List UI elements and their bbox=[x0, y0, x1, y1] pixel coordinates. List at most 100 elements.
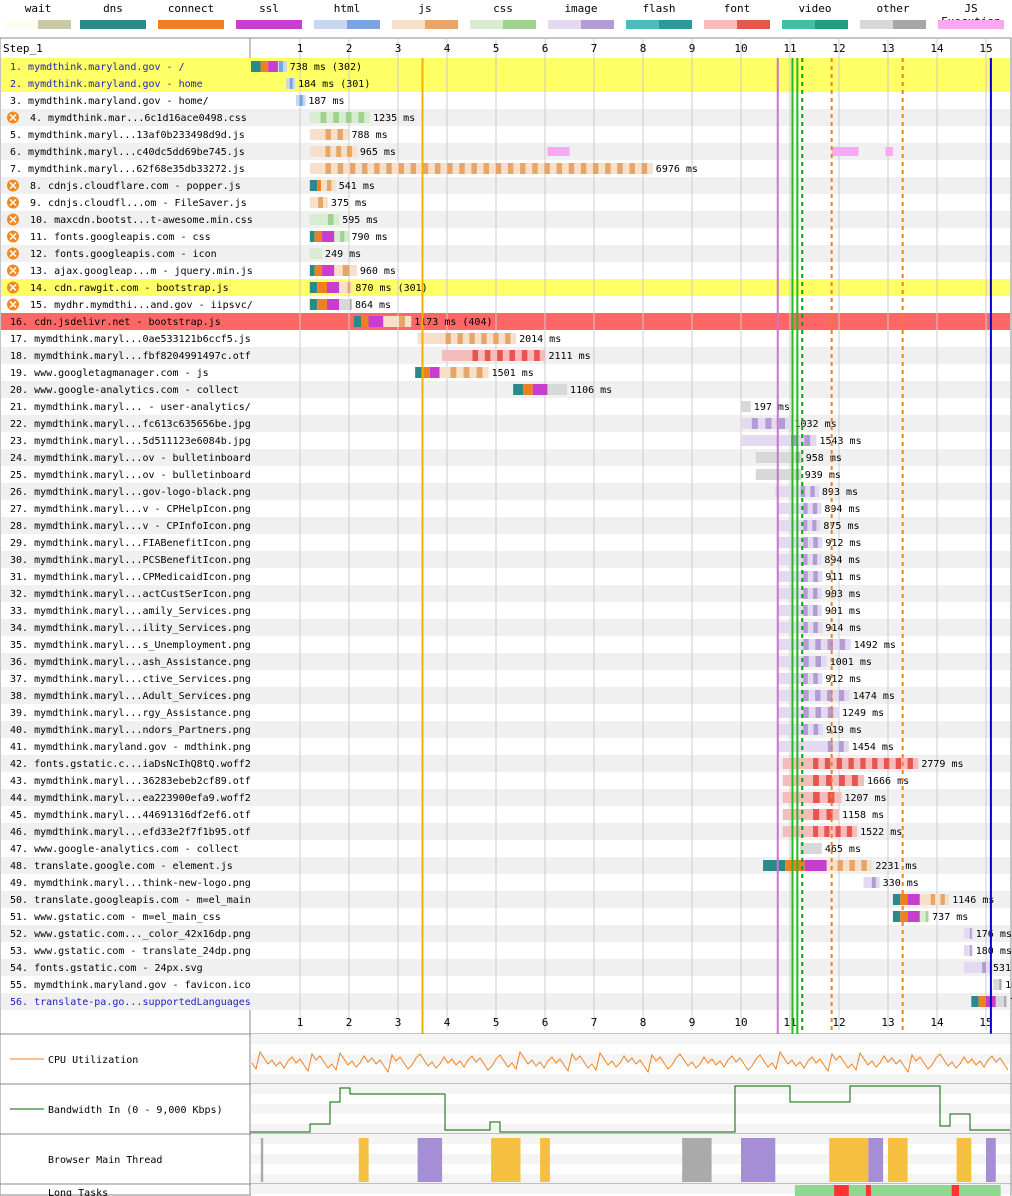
bar-dns bbox=[309, 231, 315, 242]
legend-item-wait: wait bbox=[3, 0, 73, 34]
bar-wait bbox=[442, 350, 472, 361]
bar-download-chunk bbox=[836, 758, 842, 769]
row-background bbox=[1, 942, 1010, 959]
row-background bbox=[1, 483, 1010, 500]
bar-wait bbox=[309, 248, 323, 259]
bar-download-chunk bbox=[751, 418, 758, 429]
bar-download-chunk bbox=[813, 537, 818, 548]
bar-download-chunk bbox=[838, 690, 845, 701]
bar-download-chunk bbox=[999, 979, 1002, 990]
row-background bbox=[1, 959, 1010, 976]
row-label: 21. mymdthink.maryl... - user-analytics/ bbox=[10, 402, 251, 413]
bar-download-chunk bbox=[826, 809, 833, 820]
legend-item-other: other bbox=[858, 0, 928, 34]
long-tasks-panel-label: Long Tasks bbox=[48, 1188, 108, 1196]
bar-download-chunk bbox=[813, 792, 820, 803]
bar-download-chunk bbox=[521, 350, 528, 361]
row-label: 56. translate-pa.go...supportedLanguages bbox=[10, 997, 251, 1008]
row-label: 39. mymdthink.maryl...rgy_Assistance.png bbox=[10, 708, 251, 719]
alert-icon-cross bbox=[9, 300, 17, 309]
tick-label-bottom: 12 bbox=[832, 1016, 845, 1029]
row-label: 29. mymdthink.maryl...FIABenefitIcon.png bbox=[10, 538, 251, 549]
bar-download-chunk bbox=[838, 741, 844, 752]
row-label: 54. fonts.gstatic.com - 24px.svg bbox=[10, 963, 203, 974]
bar-download-chunk bbox=[813, 758, 819, 769]
bar-wait bbox=[775, 486, 800, 497]
tick-label-top: 15 bbox=[979, 42, 992, 55]
bar-connect bbox=[260, 61, 269, 72]
main-thread-block bbox=[417, 1138, 443, 1182]
bar-download-chunk bbox=[472, 350, 479, 361]
main-thread-block bbox=[540, 1138, 550, 1182]
row-timing: 731 ms bbox=[1010, 997, 1012, 1008]
tick-label-bottom: 8 bbox=[640, 1016, 647, 1029]
bar-download-chunk bbox=[969, 945, 972, 956]
bar-connect bbox=[317, 282, 327, 293]
bar-wait bbox=[777, 622, 803, 633]
main-thread-block bbox=[956, 1138, 972, 1182]
bar-wait bbox=[777, 571, 803, 582]
bar-download-chunk bbox=[813, 775, 819, 786]
tick-label-top: 6 bbox=[542, 42, 549, 55]
bar-download-chunk bbox=[982, 962, 987, 973]
bar-download-chunk bbox=[813, 826, 819, 837]
row-background bbox=[1, 602, 1010, 619]
panel-band bbox=[251, 1064, 1010, 1074]
bar-download-chunk bbox=[374, 163, 380, 174]
bar-download bbox=[802, 537, 823, 548]
bar-download bbox=[802, 690, 850, 701]
step-label: Step_1 bbox=[3, 42, 43, 55]
bar-download-chunk bbox=[839, 639, 846, 650]
bar-download-chunk bbox=[872, 758, 878, 769]
bar-download-chunk bbox=[907, 758, 913, 769]
row-label: 5. mymdthink.maryl...13af0b233498d9d.js bbox=[10, 130, 245, 141]
bar-download-chunk bbox=[342, 265, 350, 276]
row-background bbox=[1, 687, 1010, 704]
legend-item-connect: connect bbox=[156, 0, 226, 34]
row-label: 22. mymdthink.maryl...fc613c635656be.jpg bbox=[10, 419, 251, 430]
bar-wait bbox=[417, 333, 445, 344]
bar-download-chunk bbox=[824, 826, 830, 837]
row-background bbox=[1, 976, 1010, 993]
bar-download bbox=[471, 350, 546, 361]
bar-download-chunk bbox=[325, 163, 331, 174]
bar-download-chunk bbox=[422, 163, 429, 174]
row-label: 23. mymdthink.maryl...5d511123e6084b.jpg bbox=[10, 436, 251, 447]
bar-download-chunk bbox=[835, 826, 841, 837]
legend-swatch bbox=[158, 20, 224, 29]
js-execution-mark bbox=[547, 147, 570, 156]
tick-label-bottom: 4 bbox=[444, 1016, 451, 1029]
bar-wait bbox=[296, 95, 299, 106]
row-label: 40. mymdthink.maryl...ndors_Partners.png bbox=[10, 725, 251, 736]
bar-download-chunk bbox=[803, 554, 808, 565]
main-thread-block bbox=[868, 1138, 884, 1182]
bar-download bbox=[802, 588, 822, 599]
bar-download-chunk bbox=[337, 163, 344, 174]
bar-download-chunk bbox=[605, 163, 611, 174]
bar-wait bbox=[383, 316, 398, 327]
row-label: 27. mymdthink.maryl...v - CPHelpIcon.png bbox=[10, 504, 251, 515]
bar-wait bbox=[286, 78, 289, 89]
row-background bbox=[1, 517, 1010, 534]
bar-download-chunk bbox=[1004, 996, 1006, 1007]
bar-download-chunk bbox=[278, 61, 283, 72]
row-label: 33. mymdthink.maryl...amily_Services.png bbox=[10, 606, 251, 617]
row-label: 20. www.google-analytics.com - collect bbox=[10, 385, 239, 396]
row-timing: 960 ms bbox=[360, 266, 396, 277]
row-label: 17. mymdthink.maryl...0ae533121b6ccf5.js bbox=[10, 334, 251, 345]
row-background bbox=[1, 993, 1010, 1010]
tick-label-bottom: 3 bbox=[395, 1016, 402, 1029]
row-timing: 176 ms bbox=[976, 929, 1012, 940]
bar-wait bbox=[826, 860, 837, 871]
cpu-utilization-line bbox=[251, 1050, 1009, 1074]
row-label: 12. fonts.googleapis.com - icon bbox=[30, 249, 217, 260]
row-timing: 1173 ms (404) bbox=[414, 317, 492, 328]
bar-wait bbox=[993, 979, 999, 990]
bar-wait bbox=[741, 435, 790, 446]
row-timing: 184 ms (301) bbox=[298, 79, 370, 90]
bar-download-chunk bbox=[358, 112, 365, 123]
row-background bbox=[1, 143, 1010, 160]
bar-wait bbox=[777, 690, 803, 701]
bar-download-chunk bbox=[883, 758, 890, 769]
row-label: 8. cdnjs.cloudflare.com - popper.js bbox=[30, 181, 241, 192]
